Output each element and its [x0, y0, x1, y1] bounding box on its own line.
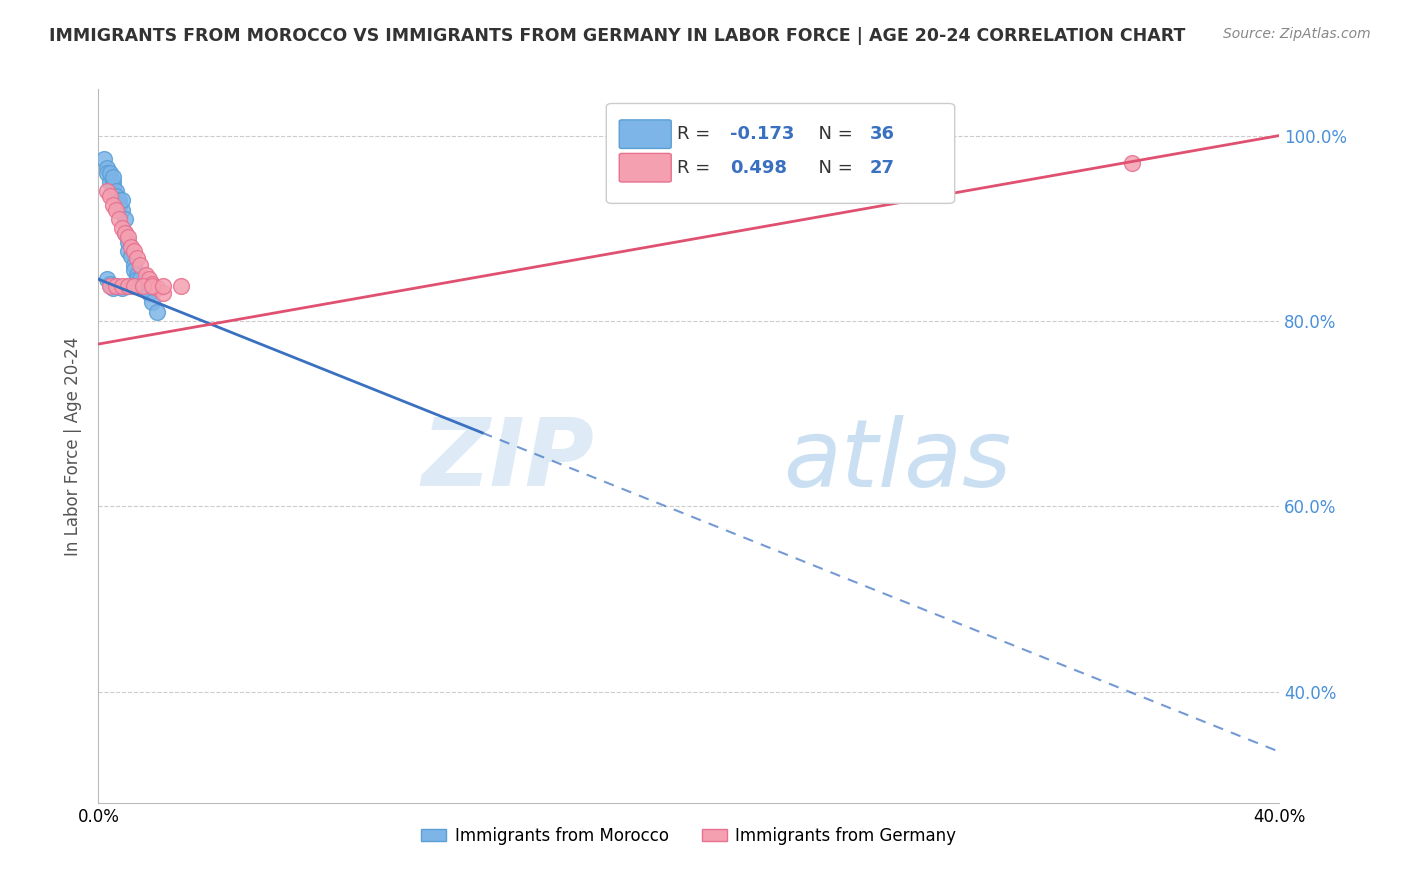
Text: Source: ZipAtlas.com: Source: ZipAtlas.com: [1223, 27, 1371, 41]
Point: [111, 281, 134, 295]
Point: [170, 278, 193, 293]
Text: atlas: atlas: [783, 415, 1012, 506]
Text: ZIP: ZIP: [422, 414, 595, 507]
Point: [135, 281, 157, 295]
Point: [122, 244, 145, 259]
Text: 27: 27: [870, 159, 894, 177]
Point: [141, 295, 163, 310]
Text: IMMIGRANTS FROM MOROCCO VS IMMIGRANTS FROM GERMANY IN LABOR FORCE | AGE 20-24 CO: IMMIGRANTS FROM MOROCCO VS IMMIGRANTS FR…: [49, 27, 1185, 45]
Point: [105, 202, 128, 217]
Point: [114, 211, 136, 226]
Point: [117, 235, 139, 249]
FancyBboxPatch shape: [606, 103, 955, 203]
Point: [96, 272, 118, 286]
Point: [105, 278, 128, 293]
Point: [120, 249, 142, 263]
Point: [98, 277, 121, 291]
Point: [117, 278, 139, 293]
Point: [138, 272, 160, 286]
Point: [122, 263, 145, 277]
Point: [98, 278, 121, 293]
Point: [103, 170, 125, 185]
Point: [125, 268, 148, 282]
Point: [117, 230, 139, 244]
Point: [125, 272, 148, 286]
Point: [103, 198, 125, 212]
Point: [105, 278, 128, 293]
Point: [128, 258, 150, 272]
Point: [117, 278, 139, 293]
Point: [96, 184, 118, 198]
Point: [146, 304, 169, 318]
Point: [132, 278, 155, 293]
Y-axis label: In Labor Force | Age 20-24: In Labor Force | Age 20-24: [65, 336, 83, 556]
Point: [120, 240, 142, 254]
Point: [117, 244, 139, 259]
Point: [98, 175, 121, 189]
Text: N =: N =: [807, 125, 859, 143]
Point: [98, 188, 121, 202]
Point: [93, 152, 115, 166]
Point: [122, 258, 145, 272]
Point: [111, 202, 134, 217]
Point: [96, 166, 118, 180]
Text: R =: R =: [678, 159, 716, 177]
Text: N =: N =: [807, 159, 859, 177]
Point: [1121, 156, 1143, 170]
Point: [105, 188, 128, 202]
Point: [105, 184, 128, 198]
Text: 36: 36: [870, 125, 894, 143]
FancyBboxPatch shape: [619, 120, 671, 148]
Point: [125, 251, 148, 265]
Text: R =: R =: [678, 125, 716, 143]
Point: [135, 268, 157, 282]
Point: [111, 194, 134, 208]
Legend: Immigrants from Morocco, Immigrants from Germany: Immigrants from Morocco, Immigrants from…: [415, 821, 963, 852]
Point: [103, 281, 125, 295]
Point: [128, 272, 150, 286]
Point: [103, 179, 125, 194]
Point: [141, 277, 163, 291]
Point: [96, 161, 118, 175]
Point: [132, 278, 155, 293]
Point: [98, 166, 121, 180]
Point: [114, 226, 136, 240]
Point: [122, 278, 145, 293]
Point: [111, 278, 134, 293]
Point: [108, 194, 131, 208]
Point: [108, 211, 131, 226]
Point: [152, 278, 174, 293]
Point: [111, 221, 134, 235]
FancyBboxPatch shape: [619, 153, 671, 182]
Point: [103, 175, 125, 189]
Point: [108, 198, 131, 212]
Point: [146, 281, 169, 295]
Point: [122, 278, 145, 293]
Point: [138, 286, 160, 301]
Point: [141, 278, 163, 293]
Point: [114, 226, 136, 240]
Point: [152, 286, 174, 301]
Text: -0.173: -0.173: [730, 125, 794, 143]
Text: 0.498: 0.498: [730, 159, 787, 177]
